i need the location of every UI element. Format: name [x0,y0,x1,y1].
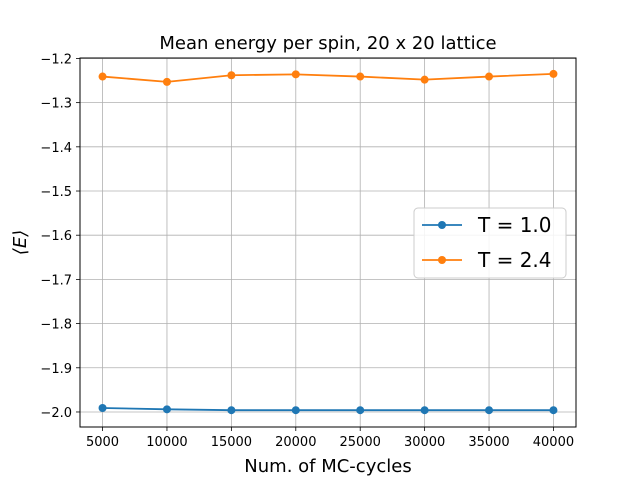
legend: T = 1.0 T = 2.4 [413,207,567,279]
x-tick-label: 35000 [468,435,509,450]
chart-title: Mean energy per spin, 20 x 20 lattice [159,33,496,54]
series-group [98,69,558,415]
legend-swatch-marker [438,221,446,229]
x-tick-label: 10000 [146,435,187,450]
series-line-2 [102,73,554,83]
legend-swatch-marker [438,256,446,264]
y-tick-label: −1.2 [40,52,72,67]
series-2-point [356,72,365,81]
y-tick-label: −1.3 [40,97,72,112]
series-2-point [291,70,300,79]
grid-lines [80,58,576,427]
x-tick-label: 40000 [533,435,574,450]
series-2-point [549,69,558,78]
x-tick-label: 30000 [404,435,445,450]
series-1-point [485,406,494,415]
series-1-point [420,406,429,415]
y-tick-label: −1.4 [40,141,72,156]
axis-ticks: 5000 10000 15000 20000 25000 30000 35000 40000 −… [40,52,574,450]
series-2-point [162,77,171,86]
series-1-point [162,405,171,414]
y-tick-label: −1.6 [40,229,72,244]
series-1-point [549,406,558,415]
series-1-point [227,406,236,415]
x-tick-label: 5000 [86,435,119,450]
legend-label: T = 2.4 [477,248,552,272]
series-2-point [98,72,107,81]
y-tick-label: −1.8 [40,318,72,333]
y-tick-label: −1.9 [40,362,72,377]
series-2-point [485,72,494,81]
y-tick-label: −2.0 [40,406,72,421]
x-tick-label: 15000 [211,435,252,450]
series-1-point [356,406,365,415]
y-axis-title: ⟨E⟩ [10,230,31,255]
x-tick-label: 20000 [275,435,316,450]
series-line-1 [102,407,554,412]
plot-frame [79,57,577,428]
x-tick-label: 25000 [340,435,381,450]
y-tick-label: −1.7 [40,273,72,288]
y-tick-label: −1.5 [40,185,72,200]
series-2-point [227,71,236,80]
series-1-point [98,403,107,412]
legend-label: T = 1.0 [477,213,552,237]
series-2-point [420,75,429,84]
x-axis-title: Num. of MC-cycles [244,456,411,477]
series-1-point [291,406,300,415]
